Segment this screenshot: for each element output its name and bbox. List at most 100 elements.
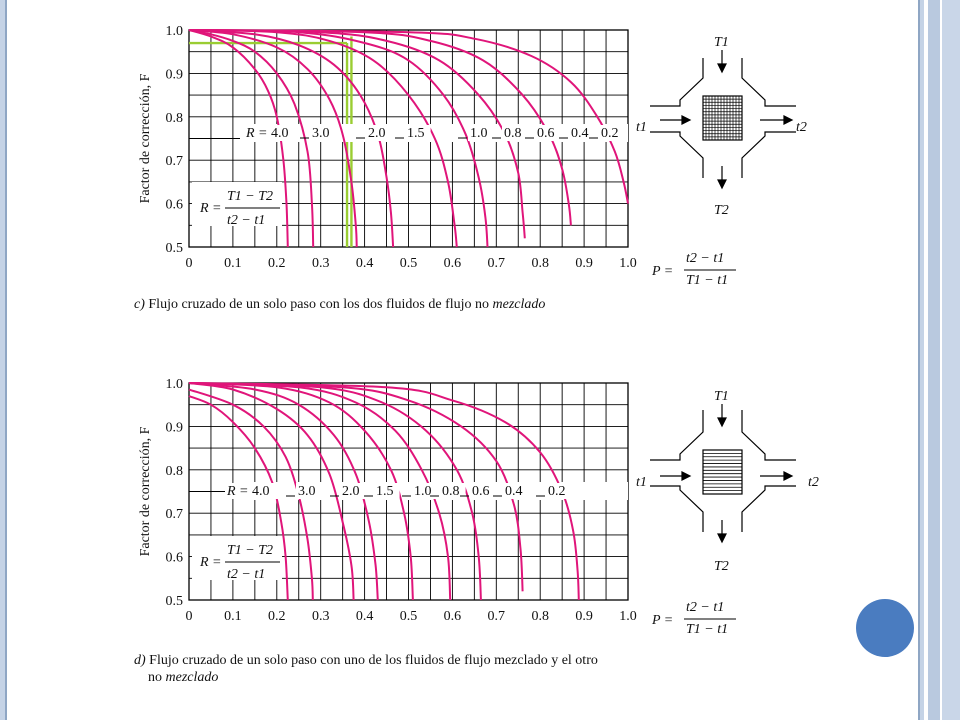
r-label-0.2: 0.2	[601, 126, 619, 141]
x-tick-label: 0.8	[531, 609, 549, 624]
x-tick-label: 0.9	[575, 256, 593, 271]
exchanger-diagram-mixed	[650, 404, 796, 544]
r-label-bg	[440, 483, 466, 499]
diagram-d-labels: T1 T2 t1 t2	[636, 389, 819, 574]
y-tick-label: 0.6	[166, 551, 184, 566]
caption-d-text: Flujo cruzado de un solo paso con uno de…	[149, 653, 598, 668]
r-label-bg	[535, 125, 561, 141]
y-tick-label: 1.0	[166, 377, 184, 392]
y-tick-label: 0.9	[166, 420, 184, 435]
r-label-prefix: R =	[226, 484, 252, 499]
curve-R-4.0	[188, 29, 289, 248]
label-T1-c: T1	[714, 35, 729, 50]
r-label-1.0: 1.0	[414, 484, 432, 499]
accent-circle	[856, 599, 914, 657]
curve-R-4.0	[188, 395, 289, 601]
y-tick-label: 0.9	[166, 67, 184, 82]
r-label-0.8: 0.8	[442, 484, 460, 499]
curve-R-3.0	[188, 388, 314, 601]
r-label-1.5: 1.5	[407, 126, 425, 141]
r-label-bg	[470, 483, 496, 499]
r-formula-num: T1 − T2	[227, 543, 273, 558]
x-tick-label: 1.0	[619, 609, 637, 624]
caption-c-text: Flujo cruzado de un solo paso con los do…	[148, 297, 490, 312]
x-tick-label: 0	[186, 609, 193, 624]
y-tick-label: 0.8	[166, 111, 184, 126]
p-formula-lhs: P =	[651, 264, 673, 279]
curve-R-0.8	[188, 382, 452, 601]
r-label-bg	[599, 125, 625, 141]
chart-c: R = 4.0 3.0 2.0 1.5 1.0 0.8 0.6 0.4 0.2 R = T1 − T…	[138, 24, 637, 271]
label-T2-c: T2	[714, 203, 729, 218]
caption-c-prefix: c)	[134, 297, 145, 312]
r-label-bg	[569, 125, 595, 141]
curve-R-0.2	[188, 29, 629, 204]
caption-c-italic: mezclado	[492, 297, 546, 312]
y-tick-label: 0.6	[166, 198, 184, 213]
r-label-bg	[503, 483, 529, 499]
r-label-1.0: 1.0	[470, 126, 488, 141]
r-formula-lhs: R =	[199, 201, 222, 216]
label-T1-d: T1	[714, 389, 729, 404]
r-label-0.6: 0.6	[537, 126, 555, 141]
y-tick-label: 1.0	[166, 24, 184, 39]
r-label-bg	[468, 125, 494, 141]
core-horizontal-lines	[703, 452, 742, 492]
r-label-bg	[244, 125, 299, 141]
x-tick-label: 0.1	[224, 256, 242, 271]
x-tick-label: 0.5	[400, 256, 418, 271]
chart-d: R = 4.0 3.0 2.0 1.5 1.0 0.8 0.6 0.4 0.2 R = T1 − T…	[138, 377, 637, 624]
r-label-bg	[502, 125, 528, 141]
label-t1-d: t1	[636, 475, 647, 490]
r-label-prefix: R =	[245, 126, 271, 141]
r-label-0.4: 0.4	[505, 484, 523, 499]
x-tick-label: 0.9	[575, 609, 593, 624]
curve-R-1.0	[188, 29, 458, 248]
r-label-2.0: 2.0	[342, 484, 360, 499]
label-T2-d: T2	[714, 559, 729, 574]
r-formula-den: t2 − t1	[227, 567, 265, 582]
y-tick-label: 0.7	[166, 507, 184, 522]
label-t1-c: t1	[636, 120, 647, 135]
label-t2-c: t2	[796, 120, 807, 135]
formula-mask	[192, 536, 282, 580]
x-tick-label: 0.1	[224, 609, 242, 624]
r-label-value: 4.0	[271, 126, 289, 141]
charts-canvas: R = 4.0 3.0 2.0 1.5 1.0 0.8 0.6 0.4 0.2 R = T1 − T…	[138, 24, 819, 637]
r-label-bg	[405, 125, 431, 141]
caption-d-line2: no	[148, 670, 162, 685]
r-formula-num: T1 − T2	[227, 189, 273, 204]
slide-left-border	[0, 0, 7, 720]
curve-R-2.0	[188, 29, 358, 248]
r-label-bg	[412, 483, 438, 499]
r-label-bg	[225, 483, 280, 499]
x-tick-label: 0.8	[531, 256, 549, 271]
x-tick-label: 0.4	[356, 256, 374, 271]
x-tick-label: 0.7	[488, 256, 506, 271]
x-tick-label: 0.3	[312, 609, 330, 624]
r-label-bg	[546, 483, 572, 499]
p-formula-num: t2 − t1	[686, 251, 724, 266]
caption-d-italic: mezclado	[165, 670, 219, 685]
r-label-bg	[296, 483, 322, 499]
r-label-bg	[310, 125, 336, 141]
y-tick-label: 0.8	[166, 464, 184, 479]
r-label-0.2: 0.2	[548, 484, 566, 499]
exchanger-diagram-unmixed	[650, 50, 796, 190]
p-formula-num: t2 − t1	[686, 600, 724, 615]
y-axis-label: Factor de corrección, F	[138, 73, 153, 203]
diagram-c-labels: T1 T2 t1 t2	[636, 35, 807, 218]
x-tick-label: 0.2	[268, 609, 286, 624]
p-formula-d: P = t2 − t1 T1 − t1	[651, 600, 736, 637]
r-formula-den: t2 − t1	[227, 213, 265, 228]
x-tick-label: 0.2	[268, 256, 286, 271]
y-axis-label: Factor de corrección, F	[138, 426, 153, 556]
r-label-bg	[340, 483, 366, 499]
curve-R-1.0	[188, 382, 414, 601]
p-formula-den: T1 − t1	[686, 622, 728, 637]
r-label-bg	[374, 483, 400, 499]
core-crosshatch	[703, 96, 742, 140]
p-formula-den: T1 − t1	[686, 273, 728, 288]
y-tick-label: 0.5	[166, 241, 184, 256]
r-label-2.0: 2.0	[368, 126, 386, 141]
